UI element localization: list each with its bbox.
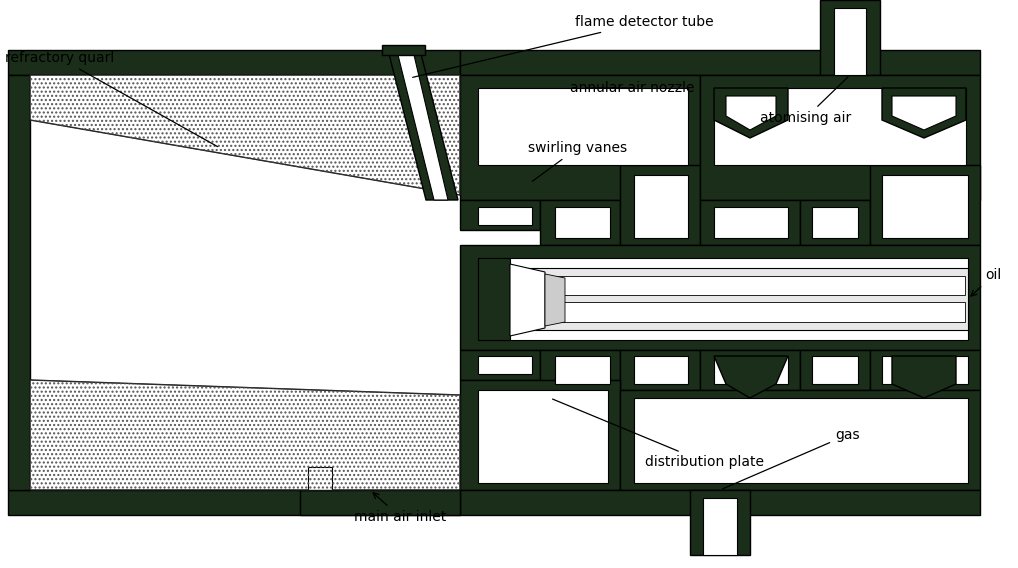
Polygon shape <box>300 490 460 515</box>
Text: oil: oil <box>971 268 1002 296</box>
Polygon shape <box>700 200 800 245</box>
Polygon shape <box>714 356 788 398</box>
Polygon shape <box>634 398 968 483</box>
Polygon shape <box>620 390 980 490</box>
Polygon shape <box>388 50 458 200</box>
Polygon shape <box>700 75 980 200</box>
Polygon shape <box>478 390 608 483</box>
Polygon shape <box>478 88 688 165</box>
Polygon shape <box>892 96 956 130</box>
Polygon shape <box>882 356 968 384</box>
Polygon shape <box>634 175 688 238</box>
Text: swirling vanes: swirling vanes <box>528 141 627 181</box>
Polygon shape <box>703 498 737 555</box>
Polygon shape <box>382 45 425 55</box>
Polygon shape <box>882 175 968 238</box>
Polygon shape <box>8 490 460 515</box>
Polygon shape <box>892 356 956 398</box>
Polygon shape <box>515 276 965 295</box>
Polygon shape <box>870 165 980 245</box>
Polygon shape <box>800 200 870 245</box>
Polygon shape <box>555 356 610 384</box>
Text: flame detector tube: flame detector tube <box>412 15 714 77</box>
Polygon shape <box>540 200 620 245</box>
Polygon shape <box>620 350 700 390</box>
Polygon shape <box>714 356 788 384</box>
Polygon shape <box>634 356 688 384</box>
Polygon shape <box>495 268 968 330</box>
Polygon shape <box>714 88 788 138</box>
Polygon shape <box>726 96 776 130</box>
Polygon shape <box>478 258 968 340</box>
Polygon shape <box>398 55 448 200</box>
Polygon shape <box>714 88 966 165</box>
Polygon shape <box>478 258 510 340</box>
Polygon shape <box>460 350 540 380</box>
Polygon shape <box>8 75 30 490</box>
Text: gas: gas <box>723 428 859 489</box>
Polygon shape <box>700 350 800 390</box>
Polygon shape <box>308 467 332 490</box>
Polygon shape <box>460 490 980 515</box>
Polygon shape <box>540 350 620 390</box>
Polygon shape <box>8 50 460 75</box>
Polygon shape <box>30 380 460 490</box>
Text: refractory quarl: refractory quarl <box>5 51 218 147</box>
Polygon shape <box>460 380 620 490</box>
Text: main air inlet: main air inlet <box>354 493 446 524</box>
Polygon shape <box>812 207 858 238</box>
Polygon shape <box>545 274 565 326</box>
Polygon shape <box>460 245 980 350</box>
Polygon shape <box>620 165 700 245</box>
Polygon shape <box>460 75 700 200</box>
Polygon shape <box>460 200 540 230</box>
Polygon shape <box>460 50 980 75</box>
Text: annular air nozzle: annular air nozzle <box>570 81 694 95</box>
Polygon shape <box>555 207 610 238</box>
Polygon shape <box>690 490 750 555</box>
Polygon shape <box>821 0 880 75</box>
Text: atomising air: atomising air <box>760 77 851 125</box>
Polygon shape <box>800 350 870 390</box>
Polygon shape <box>515 302 965 322</box>
Polygon shape <box>478 356 532 374</box>
Polygon shape <box>478 207 532 225</box>
Polygon shape <box>714 207 788 238</box>
Polygon shape <box>882 88 966 138</box>
Text: distribution plate: distribution plate <box>553 399 764 469</box>
Polygon shape <box>834 8 866 75</box>
Polygon shape <box>300 460 340 490</box>
Polygon shape <box>812 356 858 384</box>
Polygon shape <box>30 75 460 195</box>
Polygon shape <box>870 350 980 390</box>
Polygon shape <box>510 264 545 336</box>
